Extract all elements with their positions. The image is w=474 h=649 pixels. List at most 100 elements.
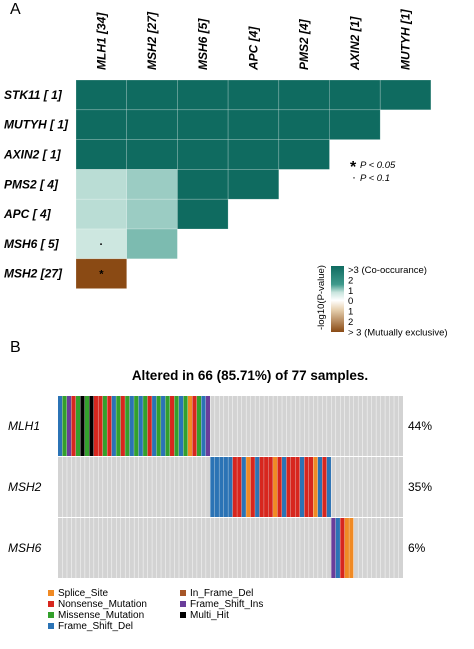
colour-legend: -log10(P-value) >3 (Co-occurance)21012> … bbox=[316, 265, 448, 338]
mutation-legend-label: In_Frame_Del bbox=[190, 588, 253, 599]
oncoplot-mutation-cell bbox=[290, 457, 296, 517]
legend-tick-label: 2 bbox=[348, 275, 353, 286]
oncoplot-mutation-cell bbox=[196, 396, 202, 456]
oncoplot-mutation-cell bbox=[143, 396, 148, 456]
oncoplot-mutation-cell bbox=[304, 457, 309, 517]
oncoplot-mutation-cell bbox=[210, 457, 215, 517]
oncoplot-gene-percent: 44% bbox=[408, 419, 432, 433]
oncoplot-gene-labels: MLH1 44% MSH2 35% MSH6 6% bbox=[8, 419, 432, 555]
significance-star-text: P < 0.05 bbox=[360, 160, 396, 171]
oncoplot-mutation-cell bbox=[147, 396, 152, 456]
oncoplot-mutation-cell bbox=[246, 457, 251, 517]
mutation-legend-swatch bbox=[48, 612, 54, 618]
legend-tick-label: 1 bbox=[348, 286, 353, 297]
heatmap-cell bbox=[227, 109, 280, 140]
oncoplot-mutation-cell bbox=[116, 396, 121, 456]
oncoplot-mutation-cell bbox=[58, 396, 63, 456]
heatmap-cell bbox=[227, 139, 280, 170]
heatmap-cell bbox=[75, 258, 128, 289]
significance-marker: · bbox=[100, 239, 104, 251]
oncoplot-mutation-cell bbox=[259, 457, 264, 517]
oncoplot-mutation-cell bbox=[134, 396, 139, 456]
heatmap-cell bbox=[75, 228, 128, 260]
legend-tick-label: >3 (Co-occurance) bbox=[348, 265, 427, 276]
oncoplot-mutation-cell bbox=[299, 457, 305, 517]
oncoplot-mutation-cell bbox=[344, 518, 349, 578]
oncoplot-mutation-cell bbox=[322, 457, 327, 517]
heatmap-cell bbox=[126, 79, 178, 111]
heatmap-column-label: AXIN2 [1] bbox=[348, 16, 362, 71]
oncoplot-mutation-cell bbox=[340, 518, 345, 578]
significance-key: * P < 0.05 · P < 0.1 bbox=[350, 159, 396, 184]
oncoplot-mutation-cell bbox=[187, 396, 193, 456]
heatmap-cell bbox=[177, 139, 229, 170]
heatmap-row-labels: STK11 [ 1] MUTYH [ 1] AXIN2 [ 1] PMS2 [ 4] A… bbox=[3, 88, 69, 281]
oncoplot-gene-percent: 6% bbox=[408, 541, 426, 555]
heatmap-row-label: MUTYH [ 1] bbox=[4, 118, 69, 132]
oncoplot-mutation-cell bbox=[170, 396, 175, 456]
heatmap-column-label: MLH1 [34] bbox=[94, 12, 108, 70]
oncoplot-mutation-cell bbox=[317, 457, 323, 517]
interaction-heatmap: ·* bbox=[75, 79, 432, 289]
heatmap-cell bbox=[126, 198, 178, 230]
heatmap-cell bbox=[329, 109, 381, 140]
mutation-legend-swatch bbox=[180, 612, 186, 618]
heatmap-row-label: AXIN2 [ 1] bbox=[3, 148, 62, 162]
significance-star-symbol: * bbox=[350, 159, 357, 176]
oncoplot-mutation-cell bbox=[71, 396, 76, 456]
oncoplot-mutation-cell bbox=[62, 396, 67, 456]
heatmap-cell bbox=[177, 109, 229, 140]
oncoplot-mutation-cell bbox=[125, 396, 130, 456]
mutation-legend-label: Missense_Mutation bbox=[58, 610, 144, 621]
heatmap-cell bbox=[126, 169, 178, 200]
panel-a-label: A bbox=[10, 1, 21, 18]
oncoplot-mutation-cell bbox=[232, 457, 237, 517]
heatmap-cell bbox=[177, 169, 229, 200]
mutation-legend-swatch bbox=[48, 601, 54, 607]
legend-tick-label: 0 bbox=[348, 296, 353, 307]
heatmap-cell bbox=[75, 79, 128, 111]
oncoplot-mutation-cell bbox=[201, 396, 206, 456]
heatmap-cell bbox=[126, 228, 178, 260]
heatmap-cell bbox=[177, 79, 229, 111]
oncoplot-gene-percent: 35% bbox=[408, 480, 432, 494]
heatmap-column-label: PMS2 [4] bbox=[297, 18, 311, 70]
oncoplot-mutation-cell bbox=[89, 396, 94, 456]
heatmap-cell bbox=[126, 109, 178, 140]
mutation-legend-label: Frame_Shift_Ins bbox=[190, 599, 263, 610]
oncoplot-mutation-cell bbox=[335, 518, 340, 578]
heatmap-column-label: APC [4] bbox=[246, 26, 260, 71]
oncoplot-mutation-cell bbox=[282, 457, 287, 517]
mutation-legend-label: Multi_Hit bbox=[190, 610, 229, 621]
oncoplot-mutation-cell bbox=[228, 457, 233, 517]
oncoplot-mutation-cell bbox=[205, 396, 210, 456]
significance-dot-symbol: · bbox=[352, 170, 356, 184]
oncoplot-mutation-cell bbox=[129, 396, 134, 456]
heatmap-row-label: STK11 [ 1] bbox=[4, 88, 63, 102]
oncoplot-mutation-cell bbox=[98, 396, 103, 456]
oncoplot-mutation-cell bbox=[308, 457, 314, 517]
oncoplot-mutation-cell bbox=[75, 396, 81, 456]
oncoplot-mutation-cell bbox=[237, 457, 242, 517]
legend-axis-title: -log10(P-value) bbox=[316, 265, 327, 330]
heatmap-cell bbox=[329, 79, 381, 111]
oncoplot-mutation-cell bbox=[331, 518, 336, 578]
heatmap-cell bbox=[126, 139, 178, 170]
oncoplot-mutation-cell bbox=[138, 396, 143, 456]
heatmap-cell bbox=[177, 198, 229, 230]
heatmap-row-label: MSH2 [27] bbox=[4, 267, 63, 281]
oncoplot-mutation-cell bbox=[286, 457, 291, 517]
oncoplot-mutation-cell bbox=[107, 396, 112, 456]
oncoplot-mutation-cell bbox=[313, 457, 318, 517]
panel-b-label: B bbox=[10, 339, 21, 356]
heatmap-row-label: APC [ 4] bbox=[3, 207, 52, 221]
heatmap-cell bbox=[278, 139, 330, 170]
oncoplot-mutation-cell bbox=[156, 396, 161, 456]
oncoplot-mutation-cell bbox=[165, 396, 170, 456]
oncoplot-mutation-cell bbox=[80, 396, 85, 456]
heatmap-column-label: MUTYH [1] bbox=[399, 8, 413, 70]
oncoplot-mutation-cell bbox=[161, 396, 166, 456]
oncoplot-mutation-cell bbox=[174, 396, 179, 456]
